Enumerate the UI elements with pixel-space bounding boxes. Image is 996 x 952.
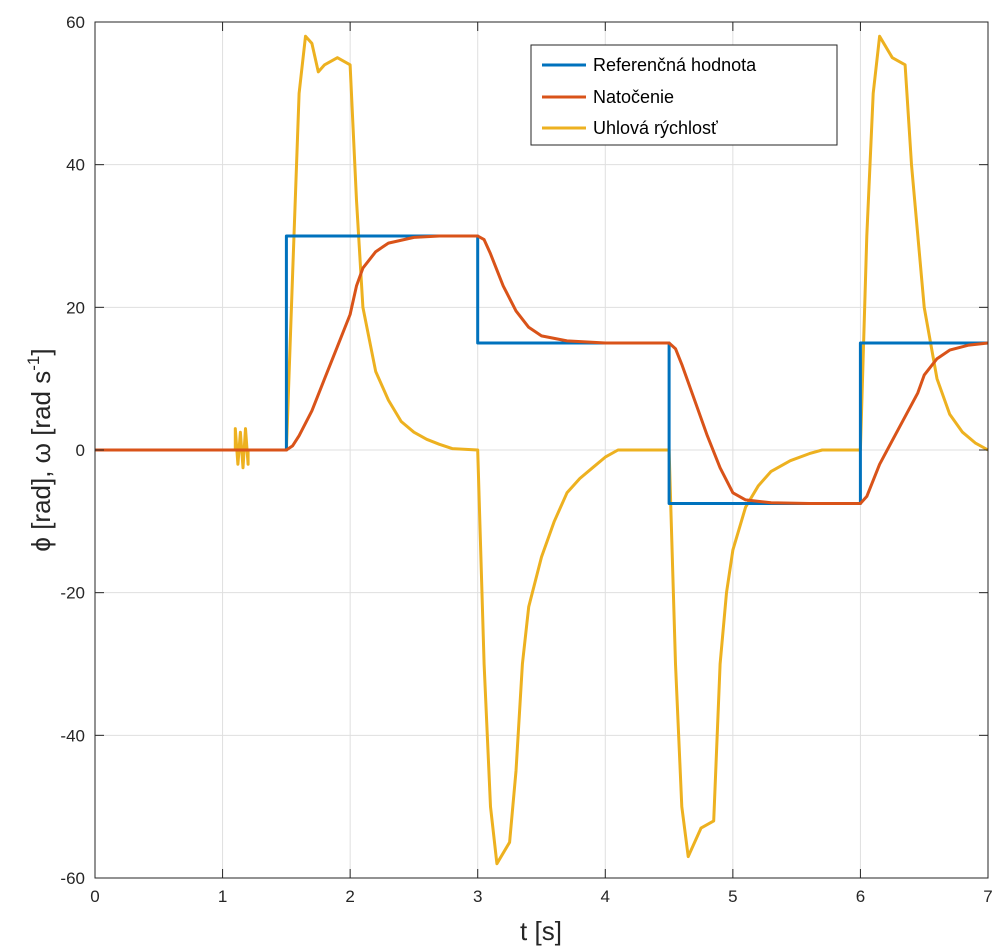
x-tick-label-2: 2 — [345, 887, 354, 906]
legend-label-reference: Referenčná hodnota — [593, 55, 757, 75]
legend: Referenčná hodnota Natočenie Uhlová rých… — [530, 44, 838, 146]
y-tick-label-40: 40 — [66, 156, 85, 175]
x-tick-label-7: 7 — [983, 887, 992, 906]
y-axis-label-sup: -1 — [24, 356, 43, 371]
series-line-reference — [95, 234, 988, 505]
y-tick-label-20: 20 — [66, 298, 85, 317]
y-axis-label-close: ] — [26, 348, 56, 355]
legend-label-rotation: Natočenie — [593, 87, 674, 107]
y-tick-label-60: 60 — [66, 13, 85, 32]
y-axis-label-main: ϕ [rad], ω [rad s — [26, 371, 56, 552]
y-tick-label--40: -40 — [60, 726, 85, 745]
y-tick-label--60: -60 — [60, 869, 85, 888]
ticks — [94, 21, 989, 879]
x-tick-label-5: 5 — [728, 887, 737, 906]
series-line-rotation — [95, 234, 989, 505]
plot-area — [95, 34, 989, 866]
x-tick-label-6: 6 — [856, 887, 865, 906]
y-axis-label: ϕ [rad], ω [rad s-1] — [24, 348, 56, 551]
x-tick-label-0: 0 — [90, 887, 99, 906]
x-axis-label: t [s] — [520, 916, 562, 946]
x-tick-label-4: 4 — [601, 887, 610, 906]
y-tick-label-0: 0 — [76, 441, 85, 460]
legend-label-angular-velocity: Uhlová rýchlosť — [593, 118, 718, 138]
x-tick-label-1: 1 — [218, 887, 227, 906]
tick-labels: 0 1 2 3 4 5 6 7 -60 -40 -20 0 20 40 60 — [60, 13, 992, 906]
x-tick-label-3: 3 — [473, 887, 482, 906]
y-tick-label--20: -20 — [60, 584, 85, 603]
